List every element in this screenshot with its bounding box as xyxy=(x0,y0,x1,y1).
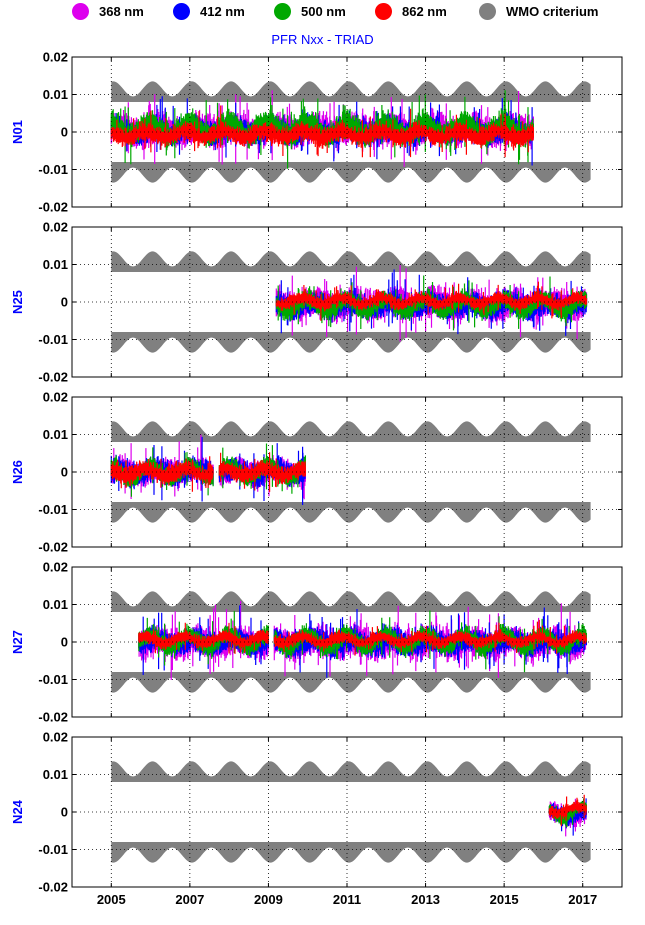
legend-item-wmo: WMO criterium xyxy=(479,2,598,20)
chart-title: PFR Nxx - TRIAD xyxy=(271,32,374,47)
y-tick-label: -0.01 xyxy=(38,842,68,857)
legend: 368 nm 412 nm 500 nm 862 nm WMO criteriu… xyxy=(0,0,645,24)
legend-swatch-412 xyxy=(173,2,190,20)
y-tick-label: 0 xyxy=(61,295,68,310)
y-tick-label: -0.01 xyxy=(38,502,68,517)
wmo-band-lower xyxy=(111,672,591,693)
x-tick-label: 2007 xyxy=(175,892,204,907)
y-tick-label: -0.01 xyxy=(38,672,68,687)
grid-lines xyxy=(72,227,622,377)
wmo-criterium-band xyxy=(111,81,591,183)
y-tick-label: 0.01 xyxy=(43,257,68,272)
panel-ylabel: N01 xyxy=(10,120,25,144)
wmo-band-lower xyxy=(111,502,591,523)
panel-ylabel: N27 xyxy=(10,630,25,654)
panel-n27: 0.02 0.01 0 -0.01 -0.02 N27 xyxy=(10,560,623,725)
x-tick-label: 2009 xyxy=(254,892,283,907)
grid-lines xyxy=(72,397,622,547)
x-tick-label: 2005 xyxy=(97,892,126,907)
series-862-nm xyxy=(548,794,587,827)
y-tick-label: 0.02 xyxy=(43,730,68,745)
y-tick-label: 0.01 xyxy=(43,427,68,442)
grid-lines xyxy=(72,567,622,717)
wmo-band-lower xyxy=(111,842,591,863)
legend-item-500: 500 nm xyxy=(274,2,346,20)
wmo-band-upper xyxy=(111,81,591,102)
legend-label-368: 368 nm xyxy=(99,3,144,19)
panel-n01: 0.02 0.01 0 -0.01 -0.02 N01 xyxy=(10,50,623,215)
x-tick-label: 2011 xyxy=(333,892,361,907)
y-tick-label: -0.02 xyxy=(38,200,68,215)
legend-label-412: 412 nm xyxy=(200,3,245,19)
y-tick-label: -0.01 xyxy=(38,162,68,177)
series-862-marks xyxy=(138,619,587,656)
legend-item-862: 862 nm xyxy=(375,2,447,20)
x-tick-label: 2013 xyxy=(411,892,440,907)
legend-label-wmo: WMO criterium xyxy=(506,3,599,19)
panel-n24: 0.02 0.01 0 -0.01 -0.02 N24 2005 2007 2009 2011 20… xyxy=(10,730,623,907)
wmo-band-upper xyxy=(111,591,591,612)
legend-label-500: 500 nm xyxy=(301,3,346,19)
y-tick-label: 0.01 xyxy=(43,87,68,102)
wmo-band-lower xyxy=(111,162,591,183)
y-tick-label: 0.02 xyxy=(43,220,68,235)
wmo-criterium-band xyxy=(111,421,591,523)
panel-ylabel: N24 xyxy=(10,799,25,824)
panel-n25: 0.02 0.01 0 -0.01 -0.02 N25 xyxy=(10,220,623,385)
wmo-band-upper xyxy=(111,421,591,442)
y-tick-label: -0.02 xyxy=(38,540,68,555)
legend-item-368: 368 nm xyxy=(72,2,144,20)
panel-ylabel: N25 xyxy=(10,290,25,314)
wmo-criterium-band xyxy=(111,761,591,863)
series-862-marks xyxy=(110,452,306,492)
y-tick-label: 0.01 xyxy=(43,767,68,782)
panel-n26: 0.02 0.01 0 -0.01 -0.02 N26 xyxy=(10,390,623,555)
series-862-nm xyxy=(138,619,587,656)
legend-swatch-862 xyxy=(375,2,392,20)
legend-label-862: 862 nm xyxy=(402,3,447,19)
wmo-criterium-band xyxy=(111,591,591,693)
wmo-criterium-band xyxy=(111,251,591,353)
panel-ylabel: N26 xyxy=(10,460,25,484)
y-tick-label: 0 xyxy=(61,125,68,140)
legend-swatch-500 xyxy=(274,2,291,20)
y-tick-label: 0 xyxy=(61,465,68,480)
y-tick-label: -0.02 xyxy=(38,710,68,725)
legend-swatch-368 xyxy=(72,2,89,20)
y-tick-label: 0 xyxy=(61,805,68,820)
y-tick-label: 0.02 xyxy=(43,50,68,65)
wmo-band-lower xyxy=(111,332,591,353)
series-862-nm xyxy=(110,452,306,492)
y-tick-label: 0.02 xyxy=(43,560,68,575)
y-tick-label: -0.02 xyxy=(38,880,68,895)
y-tick-label: 0 xyxy=(61,635,68,650)
legend-item-412: 412 nm xyxy=(173,2,245,20)
legend-swatch-wmo xyxy=(479,2,496,20)
wmo-band-upper xyxy=(111,251,591,272)
y-tick-label: 0.01 xyxy=(43,597,68,612)
series-862-marks xyxy=(548,794,587,827)
grid-lines xyxy=(72,737,622,887)
y-tick-label: -0.01 xyxy=(38,332,68,347)
plot-area xyxy=(72,737,622,887)
grid-lines xyxy=(72,57,622,207)
wmo-band-upper xyxy=(111,761,591,782)
y-tick-label: -0.02 xyxy=(38,370,68,385)
y-tick-label: 0.02 xyxy=(43,390,68,405)
x-tick-label: 2015 xyxy=(490,892,519,907)
x-tick-label: 2017 xyxy=(568,892,597,907)
